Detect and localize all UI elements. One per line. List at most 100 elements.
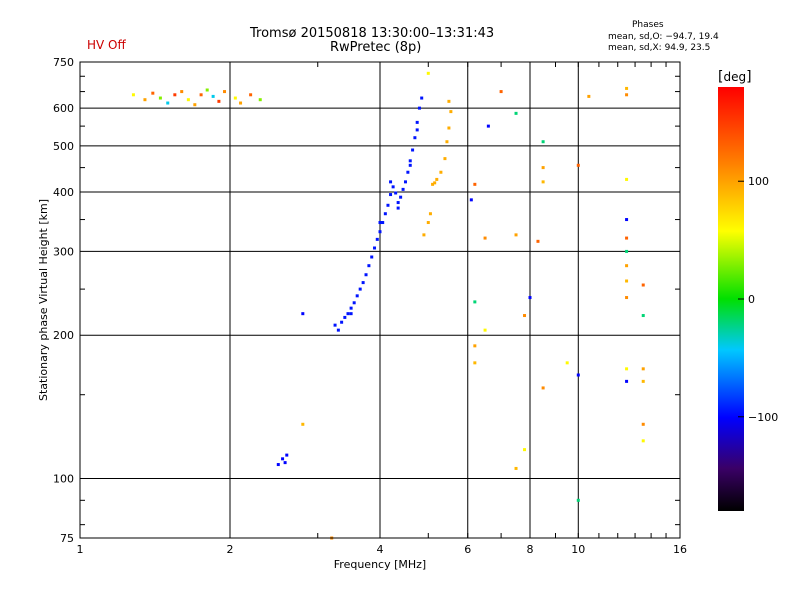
data-point (166, 101, 170, 105)
data-point (143, 98, 147, 102)
data-point (541, 140, 545, 144)
data-point (473, 361, 477, 365)
grid (79, 61, 681, 539)
data-point (211, 94, 215, 98)
data-point (641, 422, 645, 426)
data-point (439, 170, 443, 174)
data-point (625, 296, 629, 300)
data-point (536, 239, 540, 243)
y-tick-label: 75 (60, 532, 74, 545)
data-point (411, 148, 415, 152)
data-point (499, 90, 503, 94)
data-point (349, 312, 353, 316)
data-point (587, 94, 591, 98)
data-point (352, 301, 356, 305)
data-point (283, 461, 287, 465)
data-point (443, 157, 447, 161)
data-point (445, 140, 449, 144)
data-point (151, 91, 155, 95)
data-point (523, 314, 527, 318)
colorbar-unit: [deg] (718, 69, 752, 85)
data-point (449, 110, 453, 114)
data-point (426, 221, 430, 225)
data-point (180, 90, 184, 94)
data-point (239, 101, 243, 105)
data-point (383, 212, 387, 216)
data-point (408, 163, 412, 167)
x-tick-label: 2 (227, 543, 234, 556)
data-point (406, 170, 410, 174)
data-point (447, 99, 451, 103)
data-point (625, 236, 629, 240)
data-point (361, 281, 365, 285)
y-tick-label: 100 (53, 473, 74, 486)
data-point (433, 181, 437, 185)
data-point (415, 120, 419, 124)
x-tick-label: 10 (571, 543, 585, 556)
data-point (431, 182, 435, 186)
data-point (346, 312, 350, 316)
data-point (333, 323, 337, 327)
data-point (514, 466, 518, 470)
data-point (343, 315, 347, 319)
x-tick-label: 1 (77, 543, 84, 556)
y-tick-label: 400 (53, 186, 74, 199)
data-point (205, 88, 209, 92)
data-point (173, 93, 177, 97)
y-tick-label: 600 (53, 102, 74, 115)
data-point (358, 287, 362, 291)
y-tick-label: 750 (53, 56, 74, 69)
data-point (625, 279, 629, 283)
data-point (428, 212, 432, 216)
colorbar-unit-text: deg (723, 70, 747, 84)
data-point (426, 71, 430, 75)
x-tick-label: 6 (464, 543, 471, 556)
x-tick-label: 8 (527, 543, 534, 556)
x-axis-label: Frequency [MHz] (334, 558, 426, 571)
data-point (415, 128, 419, 132)
data-point (158, 96, 162, 100)
axis-ticks: 1 2 4 6 8 10 16 75 100 200 300 400 500 600 750 (53, 56, 687, 556)
data-point (349, 306, 353, 310)
colorbar-tick-label: 100 (748, 175, 769, 188)
data-point (641, 367, 645, 371)
data-point (641, 314, 645, 318)
data-point (370, 255, 374, 259)
data-point (301, 422, 305, 426)
data-point (389, 180, 393, 184)
data-point (276, 463, 280, 467)
colorbar-tick-label: 0 (748, 293, 755, 306)
data-point (233, 96, 237, 100)
data-point (641, 439, 645, 443)
phases-x-stats: mean, sd,X: 94.9, 23.5 (608, 43, 711, 53)
data-point (435, 177, 439, 181)
data-point (378, 230, 382, 234)
x-tick-label: 4 (377, 543, 384, 556)
colorbar-tick-label: −100 (748, 411, 778, 424)
y-tick-label: 300 (53, 245, 74, 258)
data-point (641, 283, 645, 287)
data-point (193, 103, 197, 107)
data-point (625, 93, 629, 97)
data-point (281, 457, 285, 461)
data-points (131, 71, 645, 540)
y-tick-label: 200 (53, 329, 74, 342)
y-tick-label: 500 (53, 140, 74, 153)
data-point (367, 264, 371, 268)
data-point (523, 448, 527, 452)
data-point (403, 180, 407, 184)
data-point (473, 300, 477, 304)
data-point (447, 126, 451, 130)
phases-o-stats: mean, sd,O: −94.7, 19.4 (608, 32, 719, 42)
data-point (355, 294, 359, 298)
x-tick-label: 16 (673, 543, 687, 556)
data-point (576, 373, 580, 377)
data-point (249, 93, 253, 97)
data-point (576, 498, 580, 502)
data-point (514, 233, 518, 237)
data-point (378, 221, 382, 225)
data-point (625, 86, 629, 90)
data-point (625, 367, 629, 371)
data-point (528, 296, 532, 300)
colorbar-ticks: 100 0 −100 (738, 175, 778, 424)
